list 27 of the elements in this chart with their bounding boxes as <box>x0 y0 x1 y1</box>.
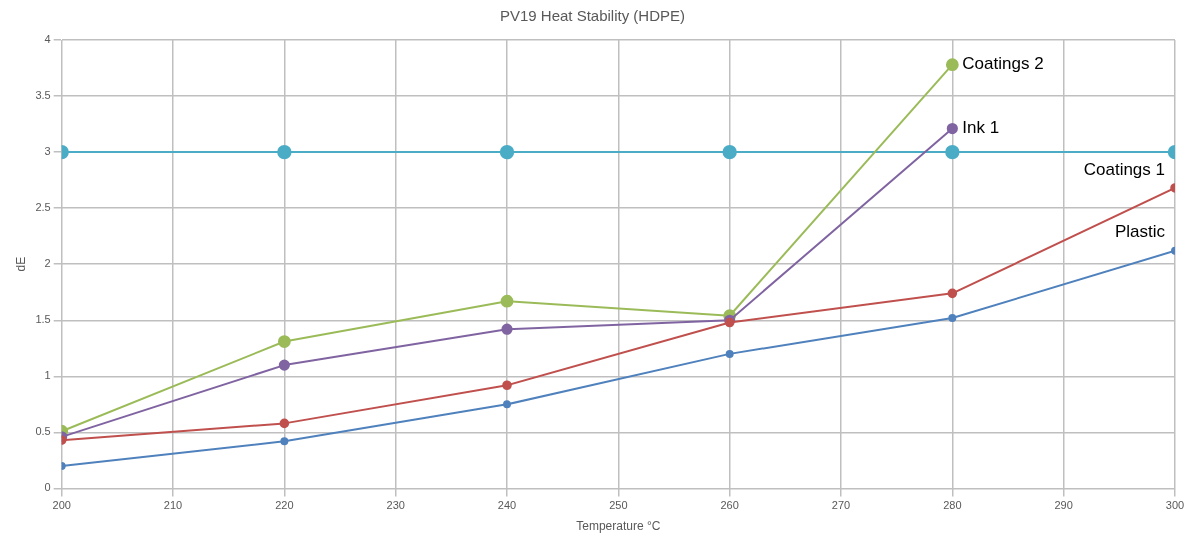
y-tick-label: 3 <box>44 145 51 158</box>
series-label: Ink 1 <box>962 118 1000 138</box>
x-tick-label: 250 <box>609 499 628 512</box>
x-tick-label: 230 <box>386 499 405 512</box>
series-label: Plastic <box>1114 222 1166 242</box>
x-tick-label: 210 <box>163 499 183 512</box>
chart-title: PV19 Heat Stability (HDPE) <box>499 7 686 25</box>
x-tick-label: 200 <box>52 499 71 512</box>
y-tick-label: 2.5 <box>35 201 51 214</box>
y-tick-label: 4 <box>44 33 51 46</box>
series-label: Coatings 1 <box>1083 159 1165 179</box>
x-tick-label: 260 <box>720 499 739 512</box>
x-tick-label: 300 <box>1165 499 1185 512</box>
series-label: Coatings 2 <box>962 54 1044 74</box>
y-tick-label: 0 <box>44 481 51 494</box>
y-tick-label: 1.5 <box>35 313 51 326</box>
x-tick-label: 290 <box>1054 499 1073 512</box>
y-tick-label: 3.5 <box>35 89 51 102</box>
x-tick-label: 280 <box>943 499 962 512</box>
y-tick-label: 1 <box>44 369 51 382</box>
y-tick-label: 0.5 <box>35 425 51 438</box>
y-axis-title: dE <box>13 256 28 272</box>
x-tick-label: 270 <box>831 499 851 512</box>
x-axis-title: Temperature °C <box>576 519 661 534</box>
x-tick-label: 240 <box>497 499 517 512</box>
y-tick-label: 2 <box>44 257 51 270</box>
x-tick-label: 220 <box>275 499 294 512</box>
